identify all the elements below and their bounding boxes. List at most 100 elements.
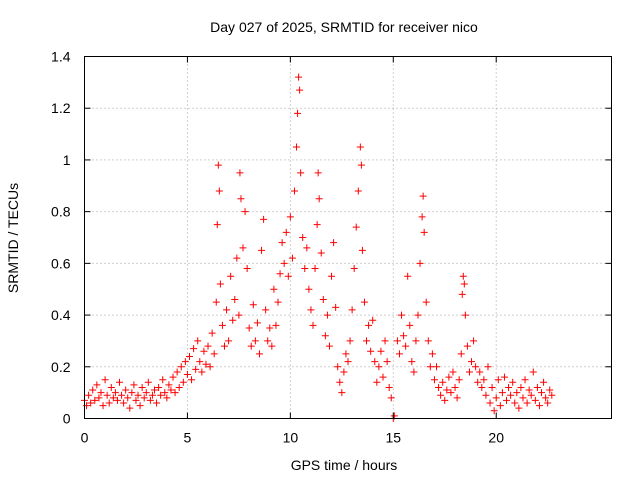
data-point [216, 280, 224, 288]
data-point [511, 399, 519, 407]
data-point [282, 228, 290, 236]
data-point [204, 342, 212, 350]
data-point [227, 272, 235, 280]
data-point [540, 378, 548, 386]
data-point [253, 319, 261, 327]
data-point [416, 259, 424, 267]
data-point [173, 368, 181, 376]
x-tick-label: 10 [283, 430, 299, 446]
data-point [163, 394, 171, 402]
data-point [237, 195, 245, 203]
data-point [229, 316, 237, 324]
data-point [126, 404, 134, 412]
data-point [535, 402, 543, 410]
data-point [268, 342, 276, 350]
data-point [412, 337, 420, 345]
data-point [167, 386, 175, 394]
data-point [445, 373, 453, 381]
data-point [424, 337, 432, 345]
data-point [192, 365, 200, 373]
data-point [519, 394, 527, 402]
data-point [517, 383, 525, 391]
data-point [171, 389, 179, 397]
data-point [177, 363, 185, 371]
data-point [465, 368, 473, 376]
data-point [138, 383, 146, 391]
data-point [161, 389, 169, 397]
data-point [342, 350, 350, 358]
data-point [319, 296, 327, 304]
data-point [101, 376, 109, 384]
data-point [307, 306, 315, 314]
data-point [402, 342, 410, 350]
data-point [241, 208, 249, 216]
data-point [136, 402, 144, 410]
data-point [323, 311, 331, 319]
data-point [521, 376, 529, 384]
data-point [185, 352, 193, 360]
data-point [441, 396, 449, 404]
data-point [472, 363, 480, 371]
data-point [276, 270, 284, 278]
data-point [290, 187, 298, 195]
data-point [210, 350, 218, 358]
data-point [249, 301, 257, 309]
data-point [213, 221, 221, 229]
data-point [385, 383, 393, 391]
data-point [175, 383, 183, 391]
data-point [270, 285, 278, 293]
data-point [410, 368, 418, 376]
data-point [383, 358, 391, 366]
data-point [328, 272, 336, 280]
data-point [284, 272, 292, 280]
data-point [305, 285, 313, 293]
data-point [150, 386, 158, 394]
y-tick-label: 0.4 [51, 307, 71, 323]
data-point [301, 265, 309, 273]
data-point [97, 389, 105, 397]
data-point [344, 358, 352, 366]
data-point [118, 391, 126, 399]
data-point [340, 368, 348, 376]
data-point [233, 254, 241, 262]
data-point [418, 213, 426, 221]
data-point [533, 383, 541, 391]
data-point [387, 394, 395, 402]
data-point [451, 383, 459, 391]
data-point [544, 399, 552, 407]
data-point [128, 389, 136, 397]
data-point [278, 239, 286, 247]
data-point [113, 396, 121, 404]
data-point [315, 195, 323, 203]
data-point [379, 373, 387, 381]
data-point [89, 386, 97, 394]
data-point [484, 363, 492, 371]
data-point [414, 311, 422, 319]
data-point [130, 381, 138, 389]
data-point [297, 169, 305, 177]
data-point [500, 373, 508, 381]
data-point [404, 272, 412, 280]
y-tick-label: 0 [63, 411, 71, 427]
data-point [274, 298, 282, 306]
data-point [95, 394, 103, 402]
data-point [468, 358, 476, 366]
data-point [120, 399, 128, 407]
data-point [476, 368, 484, 376]
data-point [296, 86, 304, 94]
data-point [439, 378, 447, 386]
data-point [198, 368, 206, 376]
data-points [81, 73, 556, 422]
data-point [426, 363, 434, 371]
data-point [165, 381, 173, 389]
data-point [255, 350, 263, 358]
data-point [144, 378, 152, 386]
data-point [293, 143, 301, 151]
data-point [538, 389, 546, 397]
x-tick-label: 0 [81, 430, 89, 446]
data-point [107, 383, 115, 391]
data-point [507, 391, 515, 399]
y-tick-label: 1.2 [51, 100, 71, 116]
data-point [455, 376, 463, 384]
data-point [548, 391, 556, 399]
